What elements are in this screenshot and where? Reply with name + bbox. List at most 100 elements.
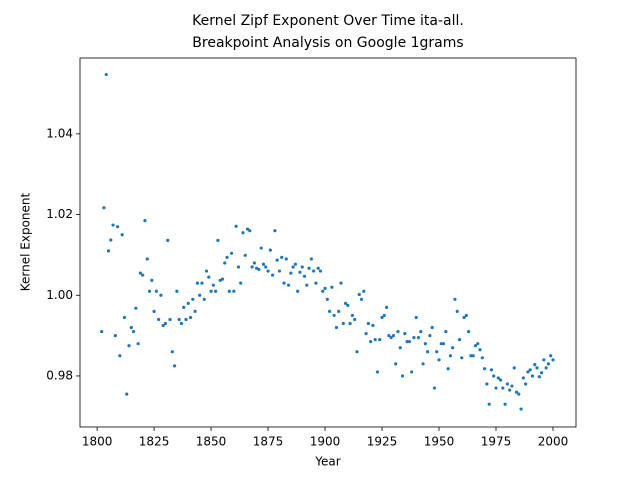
- point: [252, 261, 256, 265]
- point: [533, 363, 537, 367]
- point: [524, 382, 528, 386]
- point: [127, 344, 131, 348]
- point: [435, 350, 439, 354]
- chart-subtitle: Breakpoint Analysis on Google 1grams: [192, 35, 463, 51]
- point: [501, 386, 505, 390]
- x-tick-label: 1900: [310, 435, 341, 449]
- point: [551, 358, 555, 362]
- point: [227, 289, 231, 293]
- point: [350, 313, 354, 318]
- point: [494, 386, 498, 390]
- point: [271, 273, 275, 277]
- point: [403, 331, 407, 336]
- point: [188, 315, 193, 320]
- point: [275, 258, 279, 262]
- point: [505, 382, 509, 386]
- point: [239, 281, 243, 285]
- point: [446, 367, 450, 371]
- point: [519, 407, 523, 411]
- point: [489, 368, 494, 372]
- point: [200, 281, 204, 285]
- point: [154, 289, 158, 293]
- point: [441, 342, 446, 346]
- point: [232, 289, 236, 293]
- point: [398, 346, 402, 350]
- point: [526, 370, 530, 374]
- point: [264, 265, 268, 269]
- point: [220, 277, 225, 281]
- point: [159, 293, 163, 297]
- point: [305, 283, 309, 287]
- point: [175, 289, 179, 293]
- point: [357, 292, 361, 297]
- point: [268, 248, 272, 252]
- point: [225, 255, 229, 259]
- point: [503, 402, 507, 406]
- point: [296, 289, 300, 293]
- point: [186, 301, 190, 305]
- axes-frame: [79, 57, 577, 428]
- point: [510, 384, 514, 388]
- point: [482, 367, 487, 371]
- point: [234, 224, 238, 228]
- point: [419, 329, 423, 334]
- point: [136, 342, 140, 346]
- point: [166, 238, 170, 242]
- point: [405, 340, 409, 344]
- point: [410, 370, 414, 374]
- point: [250, 265, 254, 269]
- point: [371, 323, 375, 328]
- point: [129, 325, 133, 330]
- point: [138, 271, 143, 275]
- point: [537, 375, 541, 379]
- point: [498, 378, 503, 382]
- point: [327, 309, 332, 313]
- x-tick-label: 1925: [367, 435, 398, 449]
- point: [407, 340, 411, 344]
- point: [316, 266, 320, 270]
- point: [455, 309, 459, 313]
- point: [122, 315, 127, 320]
- point: [485, 382, 489, 386]
- chart-title: Kernel Zipf Exponent Over Time ita-all.: [192, 13, 464, 29]
- point: [302, 274, 307, 278]
- point: [195, 281, 199, 285]
- point: [204, 269, 209, 273]
- point: [116, 225, 120, 229]
- point: [291, 265, 295, 269]
- point: [216, 238, 220, 242]
- point: [380, 315, 384, 320]
- y-tick-label: 0.98: [46, 368, 73, 382]
- point: [284, 257, 288, 261]
- point: [460, 356, 464, 360]
- point: [384, 305, 389, 309]
- point: [314, 281, 318, 285]
- point: [209, 289, 213, 293]
- point: [521, 376, 525, 380]
- point: [448, 354, 453, 358]
- point: [241, 231, 245, 235]
- x-tick-label: 2000: [538, 435, 569, 449]
- point: [373, 338, 377, 342]
- point: [469, 354, 473, 358]
- point: [426, 350, 430, 354]
- point: [414, 315, 418, 320]
- x-tick-label: 1850: [196, 435, 227, 449]
- y-axis-label: Kernel Exponent: [19, 192, 33, 291]
- point: [437, 358, 441, 362]
- point: [236, 265, 241, 269]
- point: [118, 354, 122, 358]
- point: [259, 246, 263, 250]
- x-tick-label: 1825: [139, 435, 170, 449]
- point: [396, 329, 400, 334]
- point: [394, 362, 398, 366]
- point: [202, 297, 206, 301]
- point: [369, 340, 373, 344]
- point: [289, 271, 293, 275]
- point: [150, 278, 154, 282]
- y-tick-label: 1.04: [46, 126, 73, 140]
- point: [462, 315, 466, 320]
- point: [453, 297, 457, 301]
